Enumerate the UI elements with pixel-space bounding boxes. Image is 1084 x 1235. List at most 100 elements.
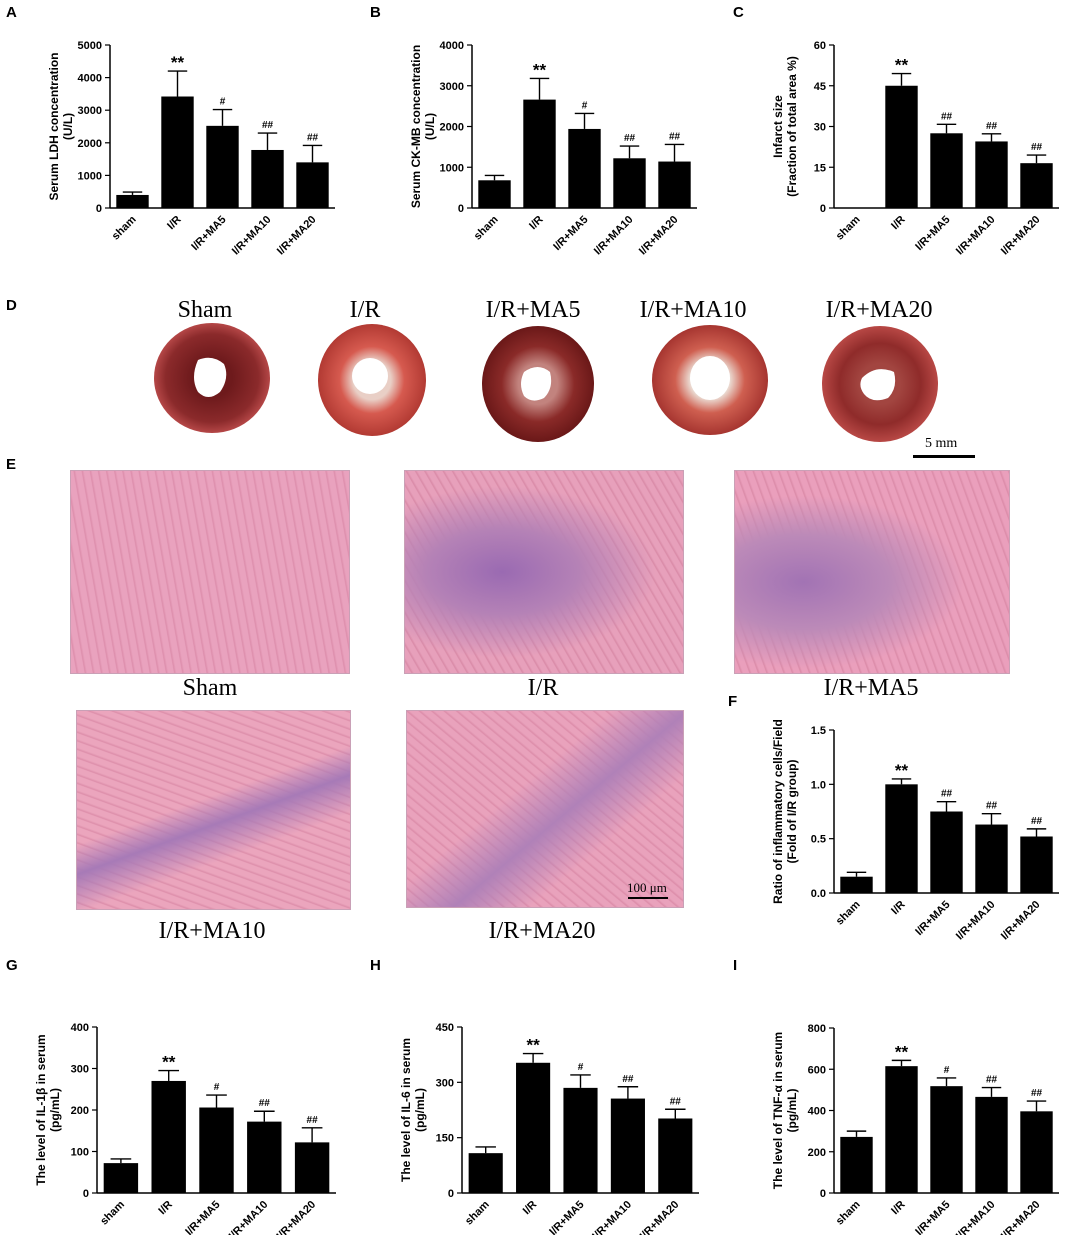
histology-label-ma10: I/R+MA10 [158,918,266,944]
chart-i-bar-2 [930,1086,963,1193]
chart-g-annotation-2: # [214,1082,220,1093]
chart-a-annotation-2: # [220,97,226,108]
chart-h-x-tick-label-0: sham [463,1198,492,1227]
chart-g-x-tick-label-3: I/R+MA10 [227,1199,271,1235]
chart-a-x-tick-label-0: sham [110,213,139,242]
chart-a-y-tick-label: 5000 [78,40,102,52]
chart-f-y-tick-label: 0.5 [811,834,826,846]
heart-label-ma5: I/R+MA5 [485,297,581,323]
chart-g-bar-1 [151,1080,186,1193]
panel-letter-g: G [6,957,18,974]
histology-label-sham: Sham [182,675,238,701]
chart-c-x-tick-label-2: I/R+MA5 [913,214,952,253]
chart-g-annotation-1: ** [162,1053,176,1072]
chart-i-y-tick-label: 800 [808,1023,826,1035]
heart-label-ir: I/R [349,297,381,323]
chart-f-annotation-1: ** [895,761,909,780]
chart-i-bar-1 [885,1066,918,1193]
chart-h-bar-4 [658,1118,693,1193]
histology-ma5 [734,470,1010,674]
chart-a-y-tick-label: 0 [96,203,102,215]
histology-label-ir: I/R [527,675,559,701]
chart-c-y-tick-label: 60 [814,40,826,52]
chart-i-annotation-2: # [944,1065,950,1076]
chart-i-y-tick-label: 400 [808,1106,826,1118]
chart-c-bar-3 [975,141,1008,208]
chart-h-bar-0 [468,1153,503,1193]
chart-a-x-tick-label-4: I/R+MA20 [275,214,319,258]
chart-b-x-tick-label-2: I/R+MA5 [551,214,590,253]
chart-i-tnfa: 0 200 400 600 800 The level of TNF-α in serum… [771,1023,1059,1235]
chart-g-y-tick-label: 200 [71,1105,89,1117]
chart-a-x-tick-label-2: I/R+MA5 [189,214,228,253]
chart-h-annotation-1: ** [526,1036,540,1055]
chart-i-annotation-1: ** [895,1042,909,1061]
chart-c-x-tick-label-3: I/R+MA10 [954,214,998,258]
chart-b-y-tick-label: 4000 [440,40,464,52]
chart-g-bar-4 [294,1142,330,1193]
chart-b-ckmb: 0 1000 2000 3000 4000 Serum CK-MB concentrati… [409,40,697,258]
chart-g-y-tick-label: 300 [71,1064,89,1076]
chart-g-bar-3 [247,1121,282,1193]
chart-b-x-tick-label-0: sham [472,213,501,242]
chart-b-x-tick-label-3: I/R+MA10 [592,214,636,258]
chart-f-bar-3 [975,824,1008,893]
chart-g-y-axis-label: (pg/mL) [48,1088,62,1132]
scale-label-5mm: 5 mm [925,436,958,451]
scale-bar-100um [628,897,668,899]
scale-label-100um: 100 μm [627,880,667,895]
chart-c-y-tick-label: 15 [814,162,826,174]
chart-f-bar-2 [930,811,963,893]
chart-g-y-axis-label: The level of IL-1β in serum [34,1034,48,1185]
chart-g-x-tick-label-1: I/R [156,1199,174,1217]
chart-c-y-tick-label: 30 [814,122,826,134]
heart-slices [154,323,938,442]
chart-h-annotation-2: # [578,1062,584,1073]
panel-letter-e: E [6,456,17,473]
chart-b-annotation-4: ## [669,131,681,142]
heart-label-ma10: I/R+MA10 [639,297,747,323]
chart-c-y-tick-label: 0 [820,203,826,215]
chart-i-bar-0 [840,1136,873,1193]
chart-g-y-tick-label: 100 [71,1147,89,1159]
chart-h-x-tick-label-1: I/R [521,1199,539,1217]
chart-i-y-axis-label: The level of TNF-α in serum [771,1032,785,1189]
chart-i-bar-4 [1020,1111,1053,1193]
chart-b-annotation-2: # [582,100,588,111]
chart-a-bar-4 [296,162,329,208]
chart-b-bar-2 [568,128,601,208]
chart-i-x-tick-label-4: I/R+MA20 [999,1199,1043,1235]
chart-c-infarct: 0 15 30 45 60 Infarct size (Fraction of total … [771,40,1059,258]
chart-h-y-tick-label: 0 [448,1188,454,1200]
chart-a-annotation-3: ## [262,120,274,131]
chart-a-y-tick-label: 3000 [78,105,102,117]
chart-a-ldh: 0 1000 2000 3000 4000 5000 Serum LDH concentra… [47,40,335,258]
chart-f-y-axis-label: (Fold of I/R group) [785,760,799,864]
panel-letter-c: C [733,4,744,21]
chart-c-annotation-3: ## [986,121,998,132]
panel-letter-d: D [6,297,17,314]
chart-c-bar-4 [1020,163,1053,208]
chart-c-bar-1 [885,85,918,208]
chart-f-bar-4 [1020,836,1053,893]
chart-g-y-tick-label: 0 [83,1188,89,1200]
chart-f-x-tick-label-2: I/R+MA5 [913,899,952,938]
chart-a-annotation-4: ## [307,132,319,143]
chart-h-y-tick-label: 450 [436,1022,454,1034]
chart-b-y-tick-label: 1000 [440,162,464,174]
chart-g-y-tick-label: 400 [71,1022,89,1034]
chart-f-y-tick-label: 0.0 [811,888,826,900]
chart-a-x-tick-label-3: I/R+MA10 [230,214,274,258]
chart-g-annotation-4: ## [307,1115,319,1126]
chart-f-inflammatory: 0.0 0.5 1.0 1.5 Ratio of inflammatory cells/… [771,719,1059,942]
chart-c-annotation-2: ## [941,111,953,122]
chart-c-x-tick-label-1: I/R [889,214,907,232]
histology-label-ma5: I/R+MA5 [823,675,919,701]
chart-f-y-tick-label: 1.5 [811,725,826,737]
chart-h-bar-1 [516,1062,551,1193]
chart-h-bar-3 [610,1098,645,1193]
chart-a-y-tick-label: 2000 [78,138,102,150]
chart-c-annotation-4: ## [1031,142,1043,153]
chart-i-annotation-4: ## [1031,1088,1043,1099]
scale-bar-5mm [913,455,975,458]
